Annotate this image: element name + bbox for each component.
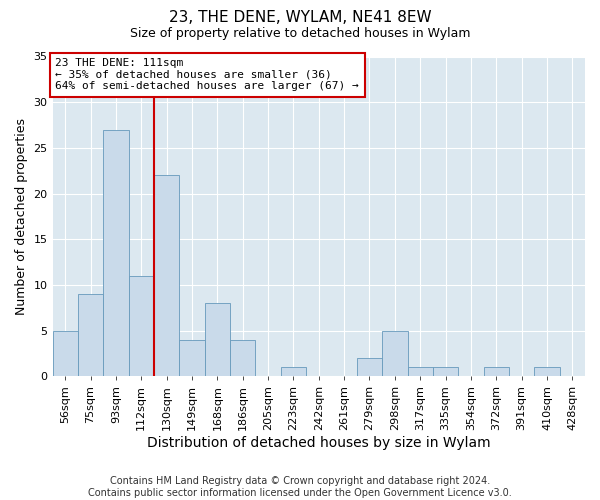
Bar (230, 340, 256, 376)
Bar (103, 130, 128, 376)
Bar (128, 276, 154, 376)
Bar (205, 303, 230, 376)
Bar (534, 367, 560, 376)
Bar (433, 367, 458, 376)
Bar (78, 294, 103, 376)
Bar (281, 367, 306, 376)
Text: Size of property relative to detached houses in Wylam: Size of property relative to detached ho… (130, 28, 470, 40)
X-axis label: Distribution of detached houses by size in Wylam: Distribution of detached houses by size … (147, 436, 491, 450)
Text: 23 THE DENE: 111sqm
← 35% of detached houses are smaller (36)
64% of semi-detach: 23 THE DENE: 111sqm ← 35% of detached ho… (55, 58, 359, 92)
Text: 23, THE DENE, WYLAM, NE41 8EW: 23, THE DENE, WYLAM, NE41 8EW (169, 10, 431, 25)
Bar (382, 330, 407, 376)
Bar (407, 367, 433, 376)
Y-axis label: Number of detached properties: Number of detached properties (15, 118, 28, 315)
Bar (53, 330, 78, 376)
Bar (154, 176, 179, 376)
Text: Contains HM Land Registry data © Crown copyright and database right 2024.
Contai: Contains HM Land Registry data © Crown c… (88, 476, 512, 498)
Bar (357, 358, 382, 376)
Bar (179, 340, 205, 376)
Bar (484, 367, 509, 376)
